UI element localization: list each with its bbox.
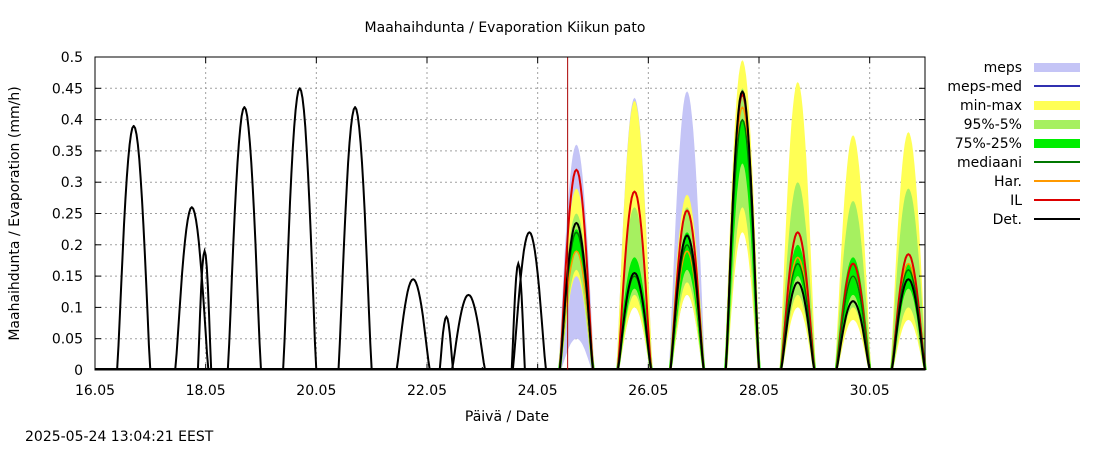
det-line bbox=[116, 87, 926, 371]
x-tick-label: 18.05 bbox=[186, 383, 226, 399]
y-tick-label: 0.4 bbox=[61, 113, 83, 129]
legend-label: 95%-5% bbox=[964, 117, 1022, 133]
x-axis-label: Päivä / Date bbox=[465, 409, 549, 425]
legend-label: meps bbox=[984, 60, 1022, 76]
y-tick-label: 0 bbox=[74, 363, 83, 379]
x-tick-label: 16.05 bbox=[75, 383, 115, 399]
det-line-secondary bbox=[196, 247, 213, 371]
il-line bbox=[558, 93, 926, 371]
axis-ticks: 0 0.05 0.1 0.15 0.2 0.25 0.3 0.35 0.4 0.45 0.5 16.0… bbox=[52, 50, 925, 399]
y-tick-label: 0.3 bbox=[61, 175, 83, 191]
x-tick-label: 24.05 bbox=[518, 383, 558, 399]
x-tick-label: 22.05 bbox=[407, 383, 447, 399]
legend-swatch bbox=[1034, 63, 1080, 72]
x-tick-label: 28.05 bbox=[739, 383, 779, 399]
x-tick-label: 26.05 bbox=[628, 383, 668, 399]
y-tick-label: 0.15 bbox=[52, 269, 83, 285]
legend-label: meps-med bbox=[947, 79, 1022, 95]
timestamp: 2025-05-24 13:04:21 EEST bbox=[25, 429, 214, 445]
plot-area bbox=[95, 57, 927, 371]
y-tick-label: 0.25 bbox=[52, 207, 83, 223]
det-line-secondary bbox=[510, 260, 526, 371]
legend-label: mediaani bbox=[957, 155, 1022, 171]
chart-title: Maahaihdunta / Evaporation Kiikun pato bbox=[365, 20, 646, 36]
legend-swatch bbox=[1034, 120, 1080, 129]
mediaani-line bbox=[559, 118, 926, 371]
x-tick-label: 30.05 bbox=[850, 383, 890, 399]
legend-label: 75%-25% bbox=[955, 136, 1022, 152]
y-tick-label: 0.5 bbox=[61, 50, 83, 66]
legend-label: min-max bbox=[960, 98, 1022, 114]
x-tick-label: 20.05 bbox=[296, 383, 336, 399]
legend-swatch bbox=[1034, 139, 1080, 148]
y-tick-label: 0.1 bbox=[61, 300, 83, 316]
y-tick-label: 0.2 bbox=[61, 238, 83, 254]
y-tick-label: 0.45 bbox=[52, 81, 83, 97]
legend-label: Har. bbox=[994, 174, 1022, 190]
det-line-secondary bbox=[438, 314, 454, 371]
min-max-band bbox=[724, 60, 761, 370]
legend-label: IL bbox=[1010, 193, 1022, 209]
legend-swatch bbox=[1034, 101, 1080, 110]
y-tick-label: 0.35 bbox=[52, 144, 83, 160]
legend-label: Det. bbox=[993, 212, 1022, 228]
y-axis-label: Maahaihdunta / Evaporation (mm/h) bbox=[7, 86, 23, 340]
y-tick-label: 0.05 bbox=[52, 332, 83, 348]
legend: meps meps-med min-max 95%-5% 75%-25% mediaani… bbox=[947, 60, 1080, 228]
